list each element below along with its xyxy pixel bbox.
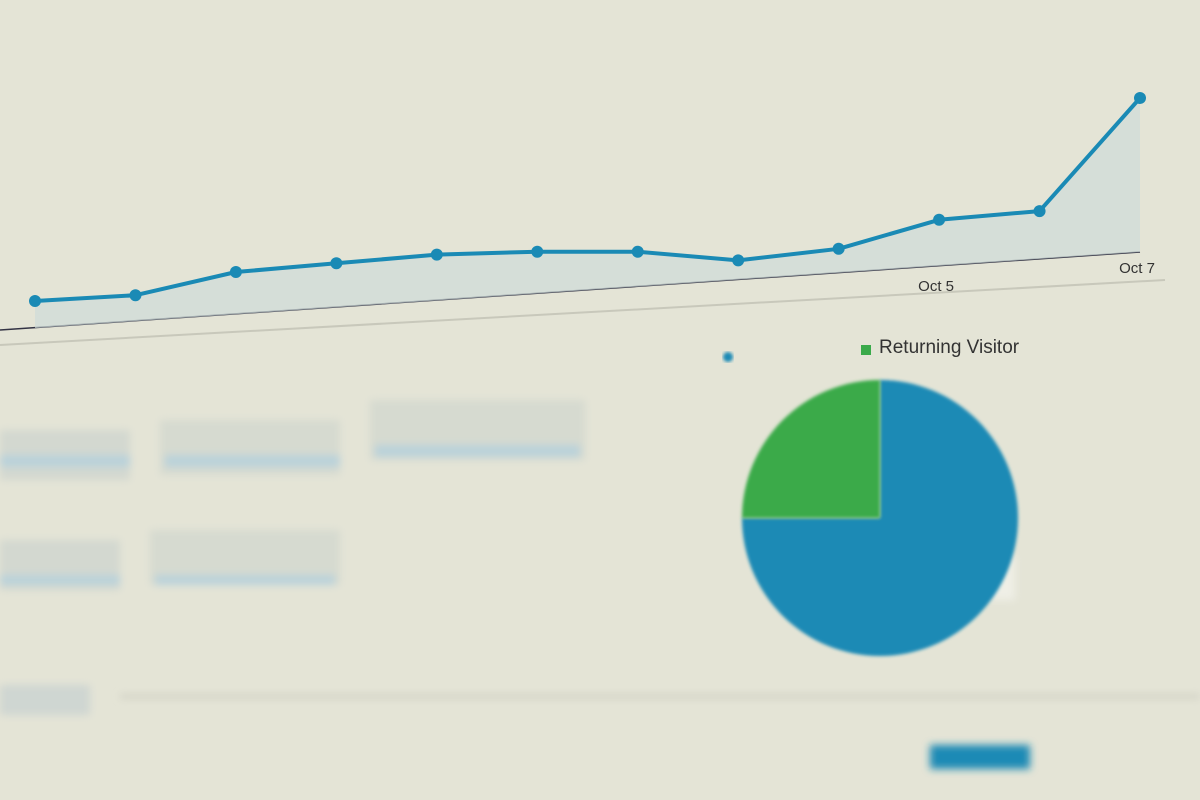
point (330, 257, 343, 270)
point (933, 213, 946, 226)
blurred-content (0, 400, 1200, 769)
point (1134, 92, 1146, 104)
line (34, 96, 1142, 303)
x-tick-label: Oct 5 (918, 278, 954, 295)
legend-swatch (723, 352, 733, 362)
point (631, 245, 644, 258)
legend-label: Returning Visitor (879, 337, 1020, 358)
point (531, 245, 544, 258)
point (129, 289, 142, 302)
pie-slice (742, 380, 880, 518)
point (732, 254, 745, 267)
point (229, 266, 242, 278)
point (430, 248, 443, 261)
divider (0, 279, 1166, 346)
point (1033, 205, 1046, 218)
x-tick-label: Oct 7 (1119, 260, 1155, 277)
legend-swatch (861, 345, 871, 355)
point (29, 295, 41, 307)
area (35, 98, 1140, 328)
point (832, 242, 845, 255)
